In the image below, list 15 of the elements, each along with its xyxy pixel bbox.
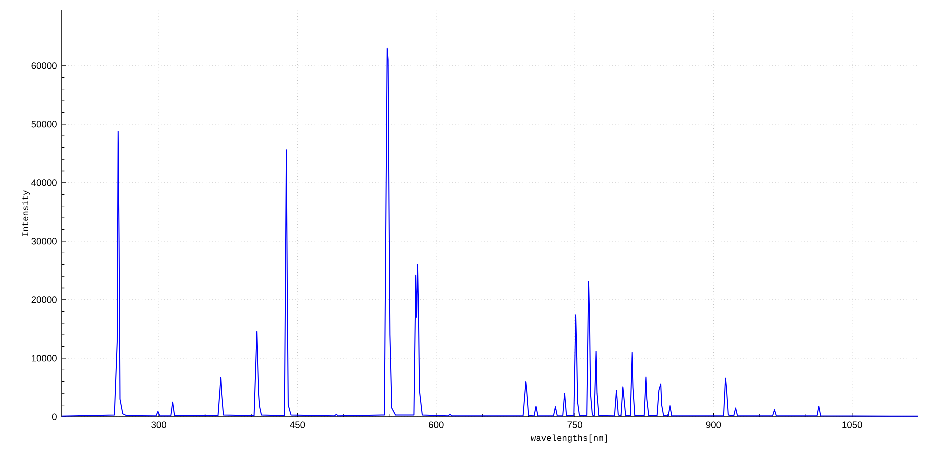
y-tick-label: 0 (52, 414, 57, 420)
y-tick-label: 40000 (32, 180, 57, 186)
x-tick-label: 450 (290, 422, 306, 428)
y-tick-label: 50000 (32, 121, 57, 128)
y-tick-label: 20000 (32, 296, 57, 304)
x-tick-label: 300 (152, 422, 166, 428)
x-tick-label: 750 (568, 422, 582, 428)
y-axis-title: Intensity (22, 190, 30, 236)
x-tick-label: 900 (706, 422, 722, 428)
y-tick-label: 30000 (32, 238, 57, 245)
x-axis-title: wavelengths[nm] (531, 434, 608, 443)
y-tick-label: 10000 (32, 355, 57, 362)
x-tick-label: 600 (429, 422, 444, 428)
x-tick-label: 1050 (842, 422, 862, 428)
y-tick-label: 60000 (32, 62, 57, 70)
